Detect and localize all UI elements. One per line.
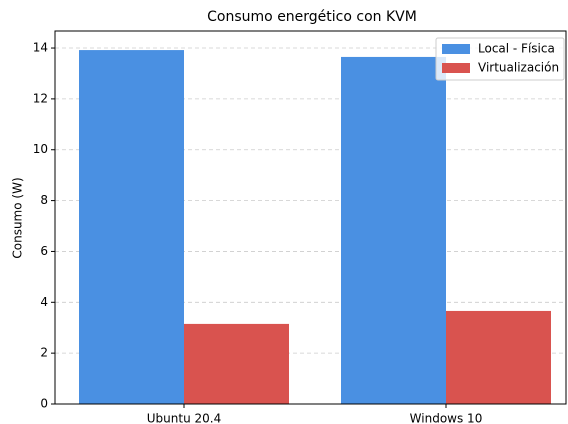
bar [79, 50, 184, 405]
y-tick-label: 2 [40, 346, 48, 360]
y-tick-label: 4 [40, 295, 48, 309]
y-tick-label: 0 [40, 397, 48, 411]
legend-swatch [442, 63, 470, 73]
y-axis-label: Consumo (W) [11, 177, 25, 258]
legend-label: Local - Física [478, 42, 555, 56]
axes-frame [54, 30, 567, 405]
x-tick-label: Windows 10 [410, 412, 483, 424]
bar [446, 310, 551, 404]
legend-label: Virtualización [478, 61, 559, 75]
x-tick-label: Ubuntu 20.4 [147, 412, 221, 424]
chart-title: Consumo energético con KVM [207, 9, 417, 25]
y-tick-label: 14 [33, 41, 48, 55]
y-tick-label: 10 [33, 142, 48, 156]
y-tick-label: 8 [40, 193, 48, 207]
bar [184, 323, 289, 404]
legend-swatch [442, 44, 470, 54]
y-tick-label: 6 [40, 244, 48, 258]
bar [341, 56, 446, 404]
y-tick-label: 12 [33, 91, 48, 105]
